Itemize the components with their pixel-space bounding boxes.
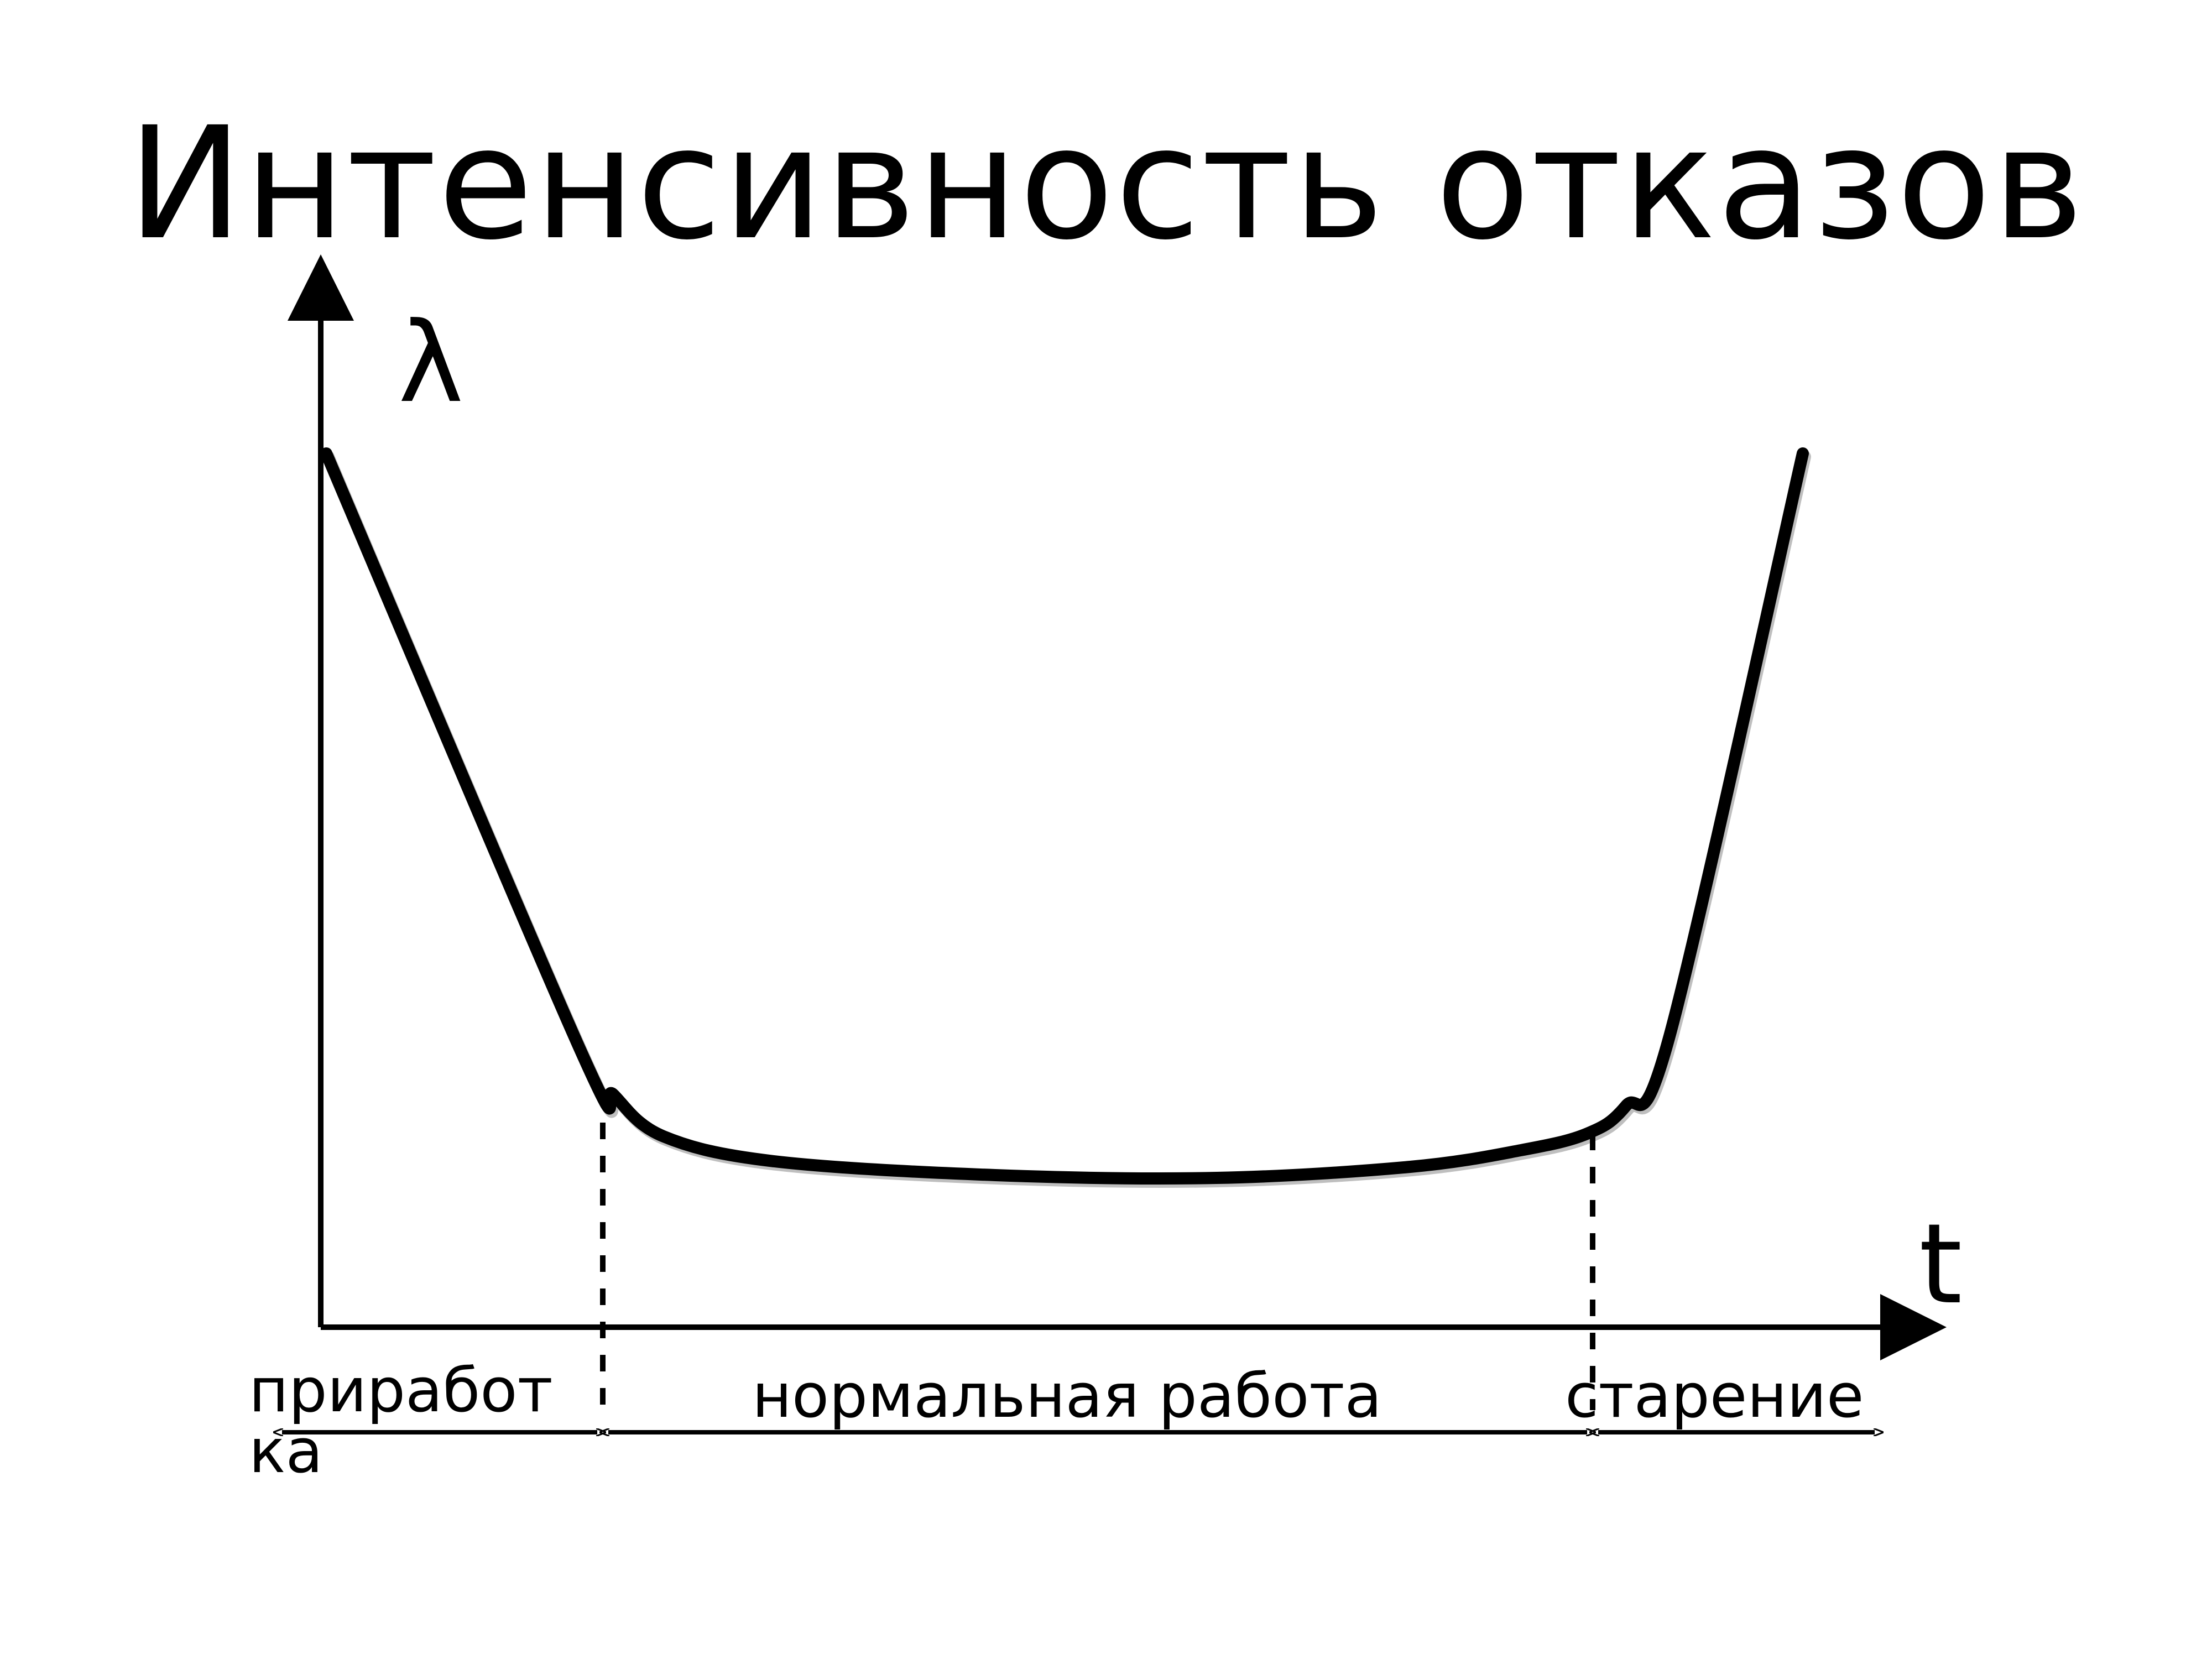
curve-shadow — [328, 457, 1805, 1182]
phase-label-burn-in-line2: ка — [249, 1416, 323, 1486]
y-axis-label: λ — [398, 299, 463, 427]
phase-label-normal: нормальная работа — [752, 1360, 1382, 1431]
slide-container: Интенсивность отказов λ t приработ ка но… — [0, 0, 2212, 1659]
bathtub-curve — [326, 453, 1803, 1178]
x-axis-label: t — [1919, 1200, 1962, 1329]
phase-label-burn-in-line1: приработ — [249, 1355, 553, 1426]
phase-label-aging: старение — [1565, 1360, 1864, 1431]
